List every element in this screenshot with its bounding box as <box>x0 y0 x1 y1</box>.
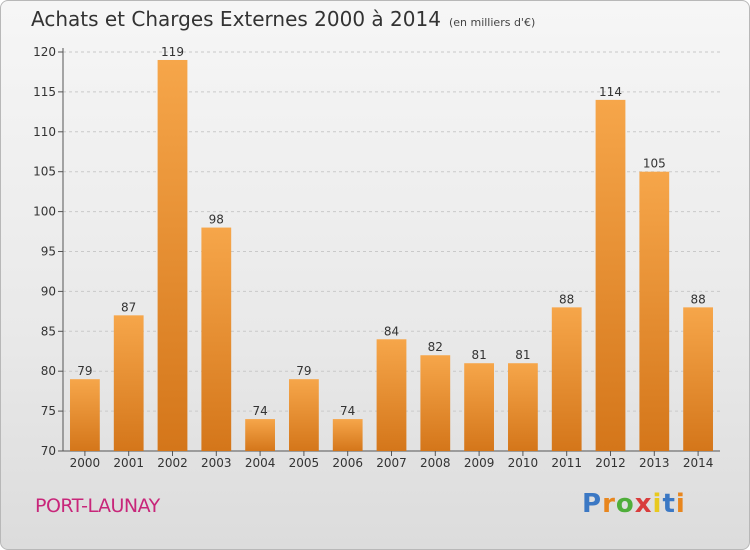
x-tick-label: 2007 <box>376 456 407 470</box>
y-tick-label: 95 <box>41 245 56 259</box>
bar <box>332 419 363 451</box>
bar <box>508 363 538 451</box>
y-tick-label: 110 <box>33 125 56 139</box>
bar-value-label: 74 <box>340 404 355 418</box>
y-tick-label: 80 <box>41 364 56 378</box>
bar-value-label: 87 <box>121 300 136 314</box>
bar <box>683 307 713 451</box>
bar <box>289 379 319 451</box>
bar-value-label: 79 <box>296 364 311 378</box>
proxiti-logo: Proxiti <box>582 489 686 519</box>
bar-value-label: 79 <box>77 364 92 378</box>
bar-value-label: 105 <box>643 157 666 171</box>
logo-letter: x <box>634 489 653 519</box>
x-tick-label: 2011 <box>551 456 582 470</box>
x-tick-label: 2002 <box>157 456 188 470</box>
chart-title: Achats et Charges Externes 2000 à 2014 (e… <box>31 7 535 31</box>
bar-value-label: 119 <box>161 45 184 59</box>
bar-value-label: 84 <box>384 324 399 338</box>
y-tick-label: 70 <box>41 444 56 458</box>
y-tick-label: 100 <box>33 205 56 219</box>
bar-value-label: 74 <box>252 404 267 418</box>
y-tick-label: 105 <box>33 165 56 179</box>
bar <box>639 171 670 451</box>
bar <box>420 355 451 451</box>
bar-value-label: 88 <box>690 292 705 306</box>
bar <box>201 227 232 451</box>
bar <box>157 59 188 451</box>
commune-name: PORT-LAUNAY <box>35 495 160 517</box>
logo-letter: P <box>582 489 603 519</box>
x-tick-label: 2009 <box>464 456 495 470</box>
bar <box>376 339 407 451</box>
x-tick-label: 2010 <box>508 456 539 470</box>
x-tick-label: 2001 <box>113 456 144 470</box>
bar <box>113 315 144 451</box>
bar <box>551 307 582 451</box>
y-tick-label: 75 <box>41 404 56 418</box>
bar-value-label: 114 <box>599 85 622 99</box>
bar-value-label: 81 <box>515 348 530 362</box>
x-tick-label: 2008 <box>420 456 451 470</box>
logo-letter: i <box>675 489 686 519</box>
bar-value-label: 82 <box>428 340 443 354</box>
chart-unit: (en milliers d'€) <box>448 16 536 29</box>
chart-title-text: Achats et Charges Externes 2000 à 2014 <box>31 7 441 31</box>
logo-letter: i <box>652 489 663 519</box>
x-tick-label: 2004 <box>245 456 276 470</box>
logo-letter: r <box>602 489 616 519</box>
x-tick-label: 2013 <box>639 456 670 470</box>
y-tick-label: 115 <box>33 85 56 99</box>
bar <box>70 379 100 451</box>
logo-letter: t <box>662 489 676 519</box>
x-tick-label: 2003 <box>201 456 232 470</box>
x-tick-label: 2005 <box>289 456 320 470</box>
bar <box>595 99 626 451</box>
y-tick-label: 90 <box>41 284 56 298</box>
bar-value-label: 98 <box>209 213 224 227</box>
x-tick-label: 2014 <box>683 456 714 470</box>
bar-value-label: 88 <box>559 292 574 306</box>
x-tick-label: 2006 <box>332 456 363 470</box>
logo-letter: o <box>615 489 635 519</box>
bar <box>464 363 494 451</box>
bar-value-label: 81 <box>471 348 486 362</box>
bar <box>245 419 275 451</box>
y-tick-label: 85 <box>41 324 56 338</box>
x-tick-label: 2012 <box>595 456 626 470</box>
y-tick-label: 120 <box>33 45 56 59</box>
x-tick-label: 2000 <box>70 456 101 470</box>
